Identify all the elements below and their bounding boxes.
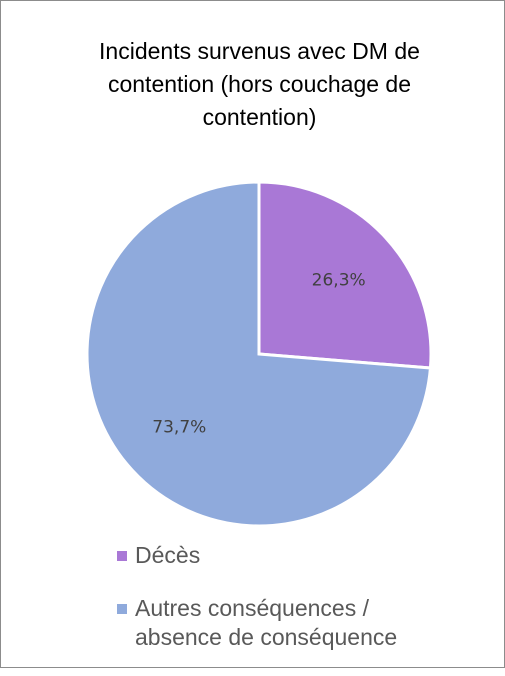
legend-label-deces: Décès xyxy=(135,542,201,568)
legend-item-deces: Décès xyxy=(117,541,397,570)
chart-title-line-2: contention (hors couchage de xyxy=(107,71,412,97)
legend: Décès Autres conséquences / absence de c… xyxy=(117,541,397,676)
legend-swatch-deces xyxy=(117,551,127,561)
legend-item-autres: Autres conséquences / absence de conséqu… xyxy=(117,594,397,652)
pie-slice-deces xyxy=(257,180,433,370)
chart-title: Incidents survenus avec DM de contention… xyxy=(41,35,478,134)
data-label-autres: 73,7% xyxy=(152,417,206,437)
chart-title-line-1: Incidents survenus avec DM de xyxy=(99,38,420,64)
data-label-deces: 26,3% xyxy=(312,271,366,291)
pie-slice-autres xyxy=(85,180,433,528)
legend-swatch-autres xyxy=(117,604,127,614)
legend-label-autres-line-2: absence de conséquence xyxy=(135,624,398,650)
chart-title-line-3: contention) xyxy=(202,104,317,130)
legend-label-autres-line-1: Autres conséquences / xyxy=(135,595,369,621)
